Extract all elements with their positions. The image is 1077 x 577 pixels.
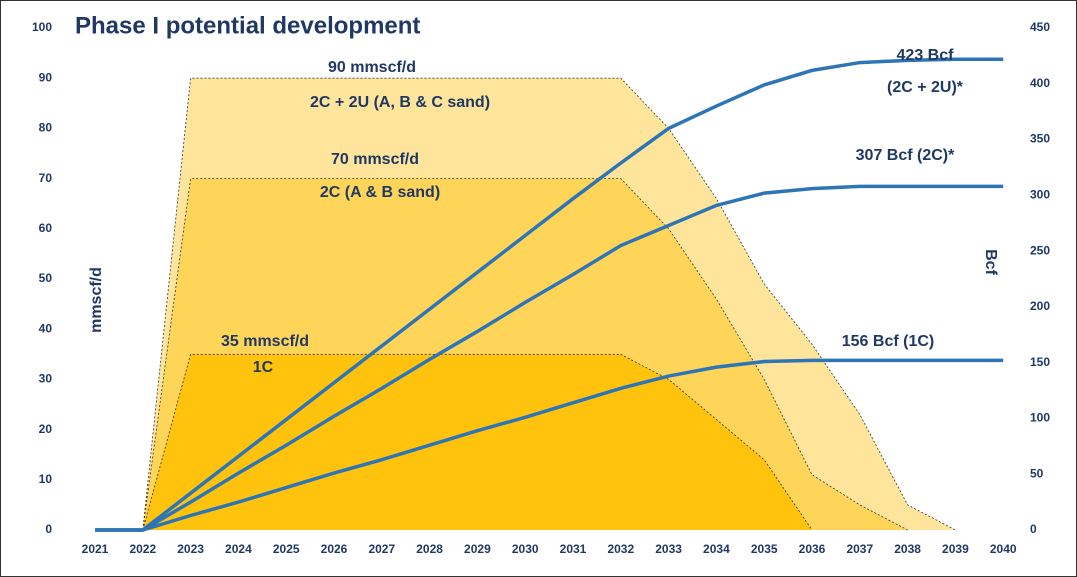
- x-tick-label: 2029: [464, 542, 491, 556]
- y2-axis-label: Bcf: [982, 249, 999, 275]
- y-tick-label: 50: [39, 271, 53, 285]
- cumulative-line: [95, 57, 1004, 532]
- annotation: 2C + 2U (A, B & C sand): [310, 94, 490, 111]
- area-outline: [95, 178, 908, 531]
- y-tick-label: 70: [39, 171, 53, 185]
- annotation: 90 mmscf/d: [328, 59, 416, 76]
- y-tick-label: 80: [39, 121, 53, 135]
- x-tick-label: 2023: [177, 542, 204, 556]
- x-tick-label: 2030: [512, 542, 539, 556]
- annotation: 2C (A & B sand): [320, 184, 440, 201]
- y-tick-label: 40: [39, 321, 53, 335]
- cumulative-line: [95, 184, 1004, 532]
- y2-tick-label: 350: [1030, 132, 1050, 146]
- y2-tick-label: 300: [1030, 188, 1050, 202]
- y-axis-label: mmscf/d: [88, 267, 105, 333]
- x-tick-label: 2033: [655, 542, 682, 556]
- y-tick-label: 0: [45, 522, 52, 536]
- x-tick-label: 2039: [942, 542, 969, 556]
- x-tick-label: 2024: [225, 542, 252, 556]
- plot: [95, 57, 1004, 532]
- x-tick-label: 2038: [894, 542, 921, 556]
- y2-tick-label: 250: [1030, 243, 1050, 257]
- annotation: 35 mmscf/d: [221, 333, 309, 350]
- annotation: 1C: [253, 359, 274, 376]
- x-tick-label: 2025: [273, 542, 300, 556]
- y-tick-label: 90: [39, 70, 53, 84]
- area-outline: [95, 77, 956, 531]
- x-tick-label: 2027: [368, 542, 395, 556]
- y2-tick-label: 450: [1030, 20, 1050, 34]
- y2-tick-label: 150: [1030, 355, 1050, 369]
- y2-tick-label: 100: [1030, 411, 1050, 425]
- x-tick-label: 2032: [607, 542, 634, 556]
- cumulative-line: [95, 358, 1004, 532]
- x-tick-label: 2021: [82, 542, 109, 556]
- annotation: 70 mmscf/d: [331, 151, 419, 168]
- x-tick-label: 2026: [321, 542, 348, 556]
- y2-tick-label: 200: [1030, 299, 1050, 313]
- area-outline: [95, 353, 813, 531]
- y-tick-label: 60: [39, 221, 53, 235]
- annotation: 307 Bcf (2C)*: [856, 147, 955, 164]
- x-tick-label: 2022: [129, 542, 156, 556]
- y-tick-label: 20: [39, 422, 53, 436]
- x-tick-label: 2034: [703, 542, 730, 556]
- x-tick-label: 2028: [416, 542, 443, 556]
- y-tick-label: 30: [39, 372, 53, 386]
- annotation: 423 Bcf: [897, 47, 955, 64]
- production-area: [95, 354, 812, 530]
- y-tick-label: 100: [32, 20, 52, 34]
- chart-title: Phase I potential development: [75, 12, 420, 39]
- y2-tick-label: 50: [1030, 466, 1044, 480]
- x-tick-label: 2040: [990, 542, 1017, 556]
- x-tick-label: 2031: [560, 542, 587, 556]
- annotation: (2C + 2U)*: [887, 79, 964, 96]
- x-tick-label: 2036: [799, 542, 826, 556]
- x-tick-label: 2037: [846, 542, 873, 556]
- annotation: 156 Bcf (1C): [842, 333, 934, 350]
- y2-tick-label: 0: [1030, 522, 1037, 536]
- x-tick-label: 2035: [751, 542, 778, 556]
- y-tick-label: 10: [39, 472, 53, 486]
- y2-tick-label: 400: [1030, 76, 1050, 90]
